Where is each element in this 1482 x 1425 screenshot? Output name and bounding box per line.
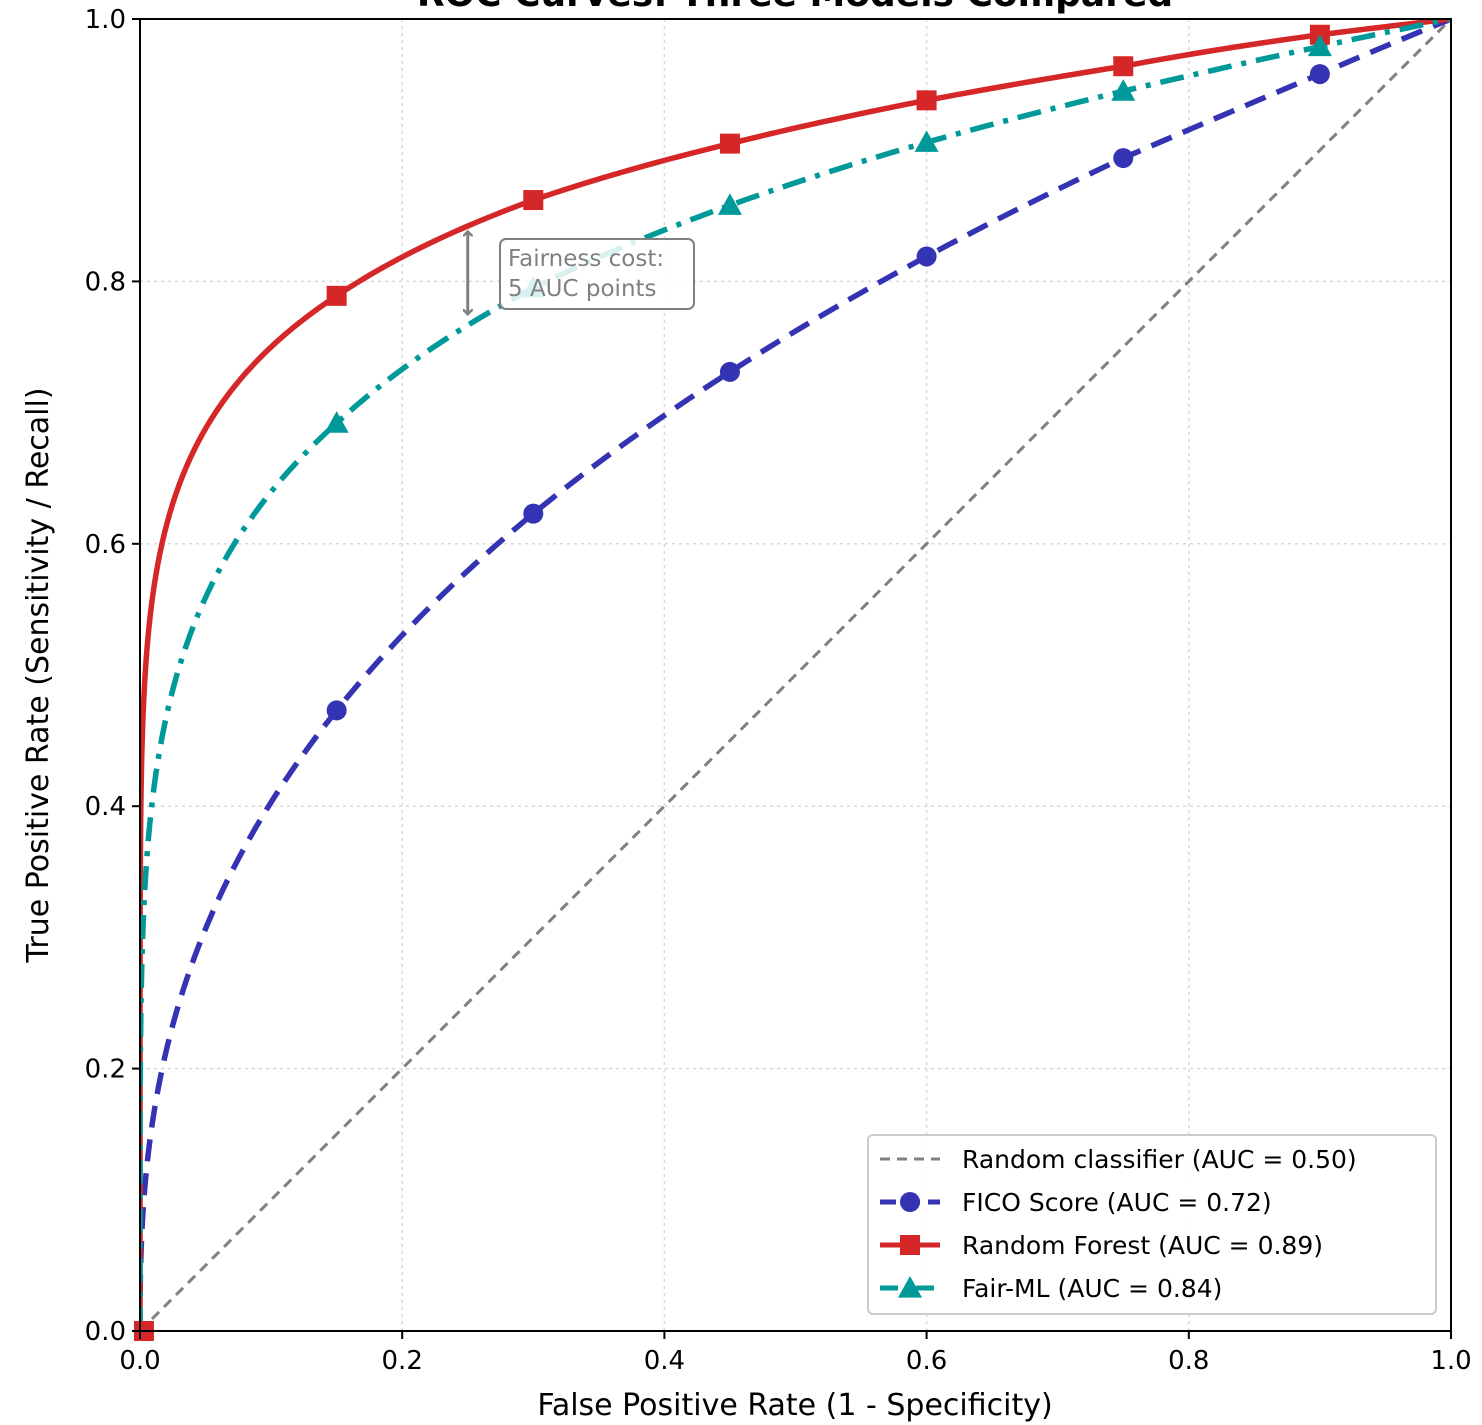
grid xyxy=(140,19,1451,1331)
square-marker xyxy=(1113,56,1134,77)
x-tick-label: 0.6 xyxy=(906,1346,947,1376)
plot-frame xyxy=(139,18,1452,1332)
y-tick-label: 1.0 xyxy=(85,5,126,35)
circle-marker xyxy=(1309,64,1330,85)
y-axis-label: True Positive Rate (Sensitivity / Recall… xyxy=(21,387,56,963)
square-marker xyxy=(326,285,347,306)
x-tick-label: 0.2 xyxy=(382,1346,423,1376)
circle-marker xyxy=(900,1192,920,1212)
triangle-marker xyxy=(914,130,939,152)
annotation-line-1: Fairness cost: xyxy=(508,246,664,272)
x-tick-label: 0.0 xyxy=(119,1346,160,1376)
marker-layer xyxy=(133,24,1332,1341)
y-tick-label: 0.2 xyxy=(85,1055,126,1085)
series-line-1 xyxy=(140,19,1451,1331)
circle-marker xyxy=(916,246,937,267)
y-tick-label: 0.6 xyxy=(85,530,126,560)
legend-label-3: Fair-ML (AUC = 0.84) xyxy=(962,1274,1222,1303)
series-line-2 xyxy=(140,19,1451,1331)
x-axis-label: False Positive Rate (1 - Specificity) xyxy=(537,1388,1052,1423)
triangle-marker xyxy=(898,1276,922,1298)
circle-marker xyxy=(719,361,740,382)
triangle-marker xyxy=(1111,79,1136,101)
x-tick-label: 1.0 xyxy=(1430,1346,1471,1376)
x-tick-label: 0.8 xyxy=(1168,1346,1209,1376)
circle-marker xyxy=(523,503,544,524)
triangle-marker xyxy=(324,411,349,433)
square-marker xyxy=(900,1235,920,1255)
x-tick-label: 0.4 xyxy=(644,1346,685,1376)
circle-marker xyxy=(1113,148,1134,169)
circle-marker xyxy=(326,700,347,721)
fairness-annotation: Fairness cost: 5 AUC points xyxy=(468,232,695,315)
y-tick-label: 0.8 xyxy=(85,267,126,297)
square-marker xyxy=(719,133,740,154)
ticks: 0.0 0.2 0.4 0.6 0.8 1.0 0.0 0.2 0.4 0.6 0.8 1.0 xyxy=(85,5,1472,1376)
y-tick-label: 0.0 xyxy=(85,1317,126,1347)
legend-label-2: Random Forest (AUC = 0.89) xyxy=(962,1231,1323,1260)
triangle-marker xyxy=(1307,34,1332,57)
triangle-marker xyxy=(717,193,742,215)
series-line-0 xyxy=(140,19,1451,1331)
legend: Random classifier (AUC = 0.50) FICO Score… xyxy=(867,1134,1437,1315)
annotation-box xyxy=(499,238,695,310)
y-tick-label: 0.4 xyxy=(85,792,126,822)
legend-box xyxy=(867,1134,1437,1315)
legend-label-0: Random classifier (AUC = 0.50) xyxy=(962,1145,1357,1174)
annotation-line-2: 5 AUC points xyxy=(508,276,657,302)
square-marker xyxy=(523,190,544,211)
square-marker xyxy=(916,90,937,111)
legend-label-1: FICO Score (AUC = 0.72) xyxy=(962,1188,1272,1217)
chart-title: ROC Curves: Three Models Compared xyxy=(417,0,1173,15)
